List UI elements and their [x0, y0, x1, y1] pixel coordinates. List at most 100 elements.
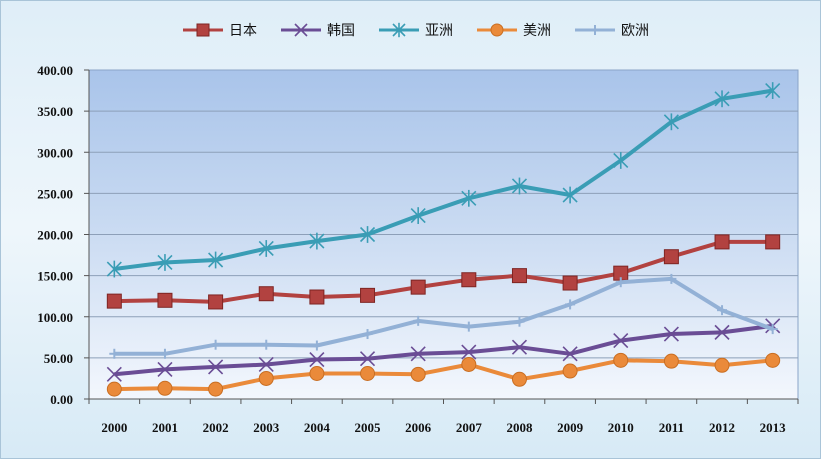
legend-item-2: 亚洲 [379, 22, 453, 39]
gridlines [89, 110, 798, 359]
marker-square [196, 23, 210, 37]
series-line [114, 276, 774, 356]
x-tick-label: 2003 [253, 420, 280, 435]
data-point [410, 346, 426, 362]
marker-square [765, 234, 781, 250]
marker-circle [765, 352, 781, 368]
data-point [717, 305, 728, 316]
legend-marker [294, 23, 308, 37]
marker-x-stroke [157, 361, 173, 377]
marker-x-stroke [511, 339, 528, 355]
data-point [613, 352, 629, 368]
marker-circle [157, 380, 173, 396]
x-tick-label: 2013 [760, 420, 787, 435]
marker-circle [562, 363, 578, 379]
legend-marker [490, 23, 504, 37]
x-tick-label: 2008 [506, 420, 533, 435]
marker-circle [714, 357, 730, 373]
series-line [114, 88, 774, 271]
legend-item-1: 韩国 [281, 23, 355, 39]
marker-square [410, 279, 426, 295]
series-line [114, 239, 773, 304]
marker-square [106, 293, 122, 309]
y-tick-label: 200.00 [37, 228, 73, 243]
series-4 [109, 273, 778, 359]
marker-square [360, 287, 376, 303]
data-point [615, 277, 626, 288]
marker-x-stroke [714, 324, 730, 340]
data-point [208, 381, 224, 397]
marker-x-stroke [294, 23, 308, 37]
data-point [309, 351, 325, 368]
data-point [461, 189, 477, 207]
data-point [410, 366, 426, 382]
data-point [157, 292, 173, 308]
series-line [114, 323, 773, 377]
data-point [157, 361, 173, 377]
data-point [663, 353, 679, 369]
legend-label: 韩国 [327, 23, 355, 39]
y-tick-label: 350.00 [37, 104, 73, 119]
data-point [663, 249, 679, 265]
x-tick-label: 2006 [405, 420, 432, 435]
marker-square [157, 292, 173, 308]
data-point [562, 275, 578, 291]
legend-item-0: 日本 [183, 23, 257, 39]
marker-circle [461, 356, 477, 372]
series-0 [106, 234, 781, 310]
y-tick-label: 100.00 [37, 310, 73, 325]
marker-square [258, 286, 274, 302]
data-point [511, 371, 527, 387]
data-point [106, 293, 122, 309]
x-tick-label: 2001 [152, 420, 178, 435]
marker-square [714, 234, 730, 250]
data-point [106, 366, 122, 382]
data-point [613, 333, 629, 349]
x-tick-label: 2005 [355, 420, 382, 435]
data-point [362, 329, 373, 340]
data-point [514, 316, 525, 327]
y-tick-label: 400.00 [37, 63, 73, 78]
legend-item-4: 欧洲 [575, 23, 649, 39]
data-point [410, 279, 426, 295]
marker-x-stroke [258, 356, 274, 373]
data-point [258, 286, 274, 302]
data-point [511, 177, 528, 195]
marker-square [663, 249, 679, 265]
legend-marker [590, 25, 600, 35]
legend-label: 亚洲 [425, 23, 453, 39]
x-tick-label: 2012 [709, 420, 735, 435]
marker-x-stroke [410, 346, 426, 362]
data-point [360, 287, 376, 303]
marker-circle [360, 366, 376, 382]
axes: 0.00 50.00 100.00 150.00 200.00 250.00 300.00 3… [37, 63, 799, 435]
data-point [210, 339, 221, 350]
marker-square [562, 275, 578, 291]
data-point [562, 346, 578, 362]
legend-marker [196, 23, 210, 37]
data-point [714, 357, 730, 373]
data-point [106, 260, 122, 278]
data-point [765, 234, 781, 250]
data-point [106, 381, 122, 397]
series-line [114, 358, 773, 392]
data-point [157, 380, 173, 396]
data-point [261, 339, 272, 350]
y-tick-label: 300.00 [37, 145, 73, 160]
data-point [208, 251, 224, 269]
marker-circle [613, 352, 629, 368]
y-tick-label: 0.00 [50, 392, 73, 407]
data-point [208, 294, 224, 310]
series-2 [106, 82, 781, 278]
data-point [461, 344, 477, 360]
data-point [767, 324, 778, 335]
marker-x-stroke [359, 351, 376, 367]
marker-x-stroke [613, 333, 629, 349]
marker-square [461, 272, 477, 288]
data-point [159, 348, 170, 359]
data-point [309, 289, 325, 305]
data-point [311, 340, 322, 351]
series-3 [106, 352, 781, 397]
data-point [461, 272, 477, 288]
data-point [360, 366, 376, 382]
